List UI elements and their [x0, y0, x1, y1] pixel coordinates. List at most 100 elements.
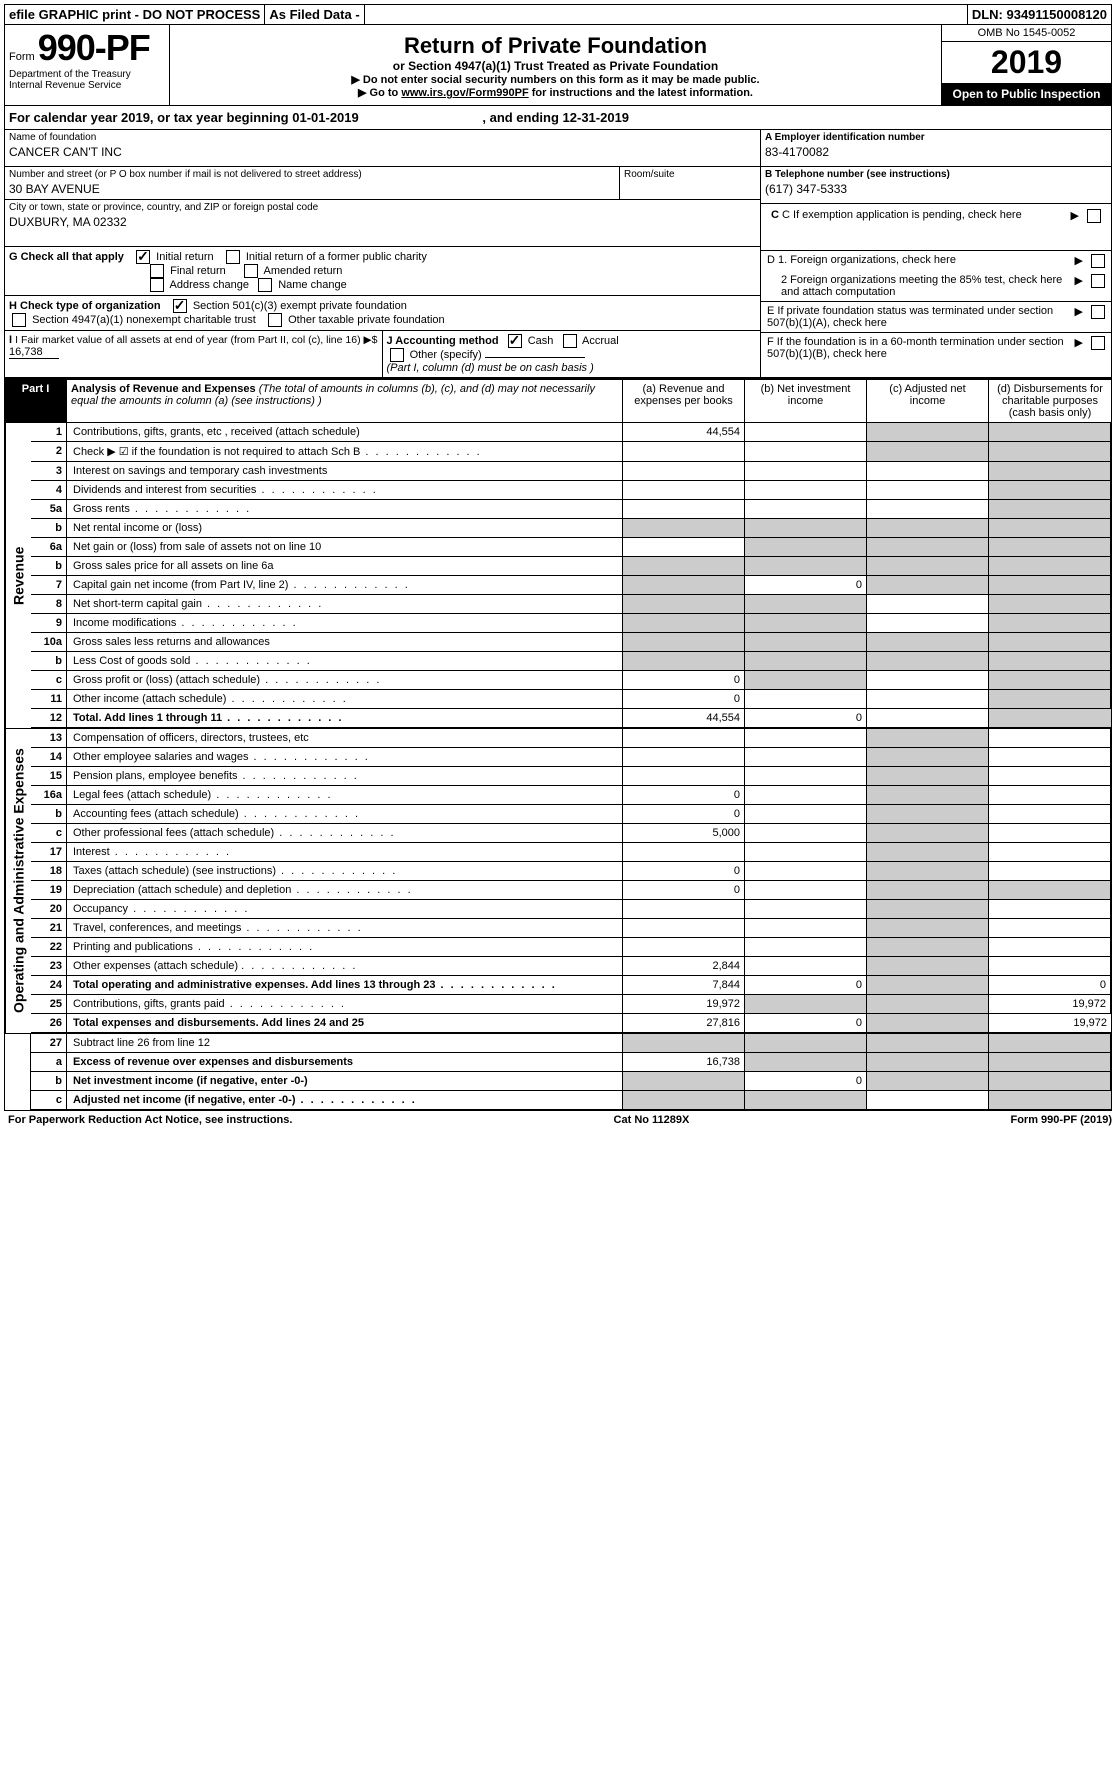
- revenue-grid: Revenue 1Contributions, gifts, grants, e…: [5, 423, 1111, 728]
- g-opt-1: Initial return of a former public charit…: [246, 251, 427, 263]
- amount-cell: 2,844: [623, 957, 745, 976]
- title-cell: Return of Private Foundation or Section …: [170, 25, 941, 105]
- amount-cell: [989, 519, 1111, 538]
- form-container: efile GRAPHIC print - DO NOT PROCESS As …: [4, 4, 1112, 1111]
- amount-cell: [745, 824, 867, 843]
- amount-cell: [867, 1053, 989, 1072]
- initial-return-checkbox[interactable]: [136, 250, 150, 264]
- amount-cell: [989, 1053, 1111, 1072]
- amount-cell: [745, 729, 867, 748]
- addr-label: Number and street (or P O box number if …: [9, 169, 615, 180]
- 501c3-checkbox[interactable]: [173, 299, 187, 313]
- name-row: Name of foundation CANCER CAN'T INC: [5, 130, 760, 167]
- d2-checkbox[interactable]: [1091, 274, 1105, 288]
- other-taxable-checkbox[interactable]: [268, 313, 282, 327]
- form-number: 990-PF: [38, 27, 150, 68]
- 4947-checkbox[interactable]: [12, 313, 26, 327]
- irs-link[interactable]: www.irs.gov/Form990PF: [401, 87, 528, 99]
- line-number: c: [31, 671, 67, 690]
- form-subtitle: or Section 4947(a)(1) Trust Treated as P…: [174, 59, 937, 73]
- amount-cell: [867, 709, 989, 728]
- amount-cell: 0: [745, 976, 867, 995]
- d1-row: D 1. Foreign organizations, check here ▶: [761, 251, 1111, 271]
- e-row: E If private foundation status was termi…: [761, 302, 1111, 333]
- instr-2: ▶ Go to www.irs.gov/Form990PF for instru…: [174, 86, 937, 99]
- e-checkbox[interactable]: [1091, 305, 1105, 319]
- final-return-checkbox[interactable]: [150, 264, 164, 278]
- line-number: 4: [31, 481, 67, 500]
- ij-row: I I Fair market value of all assets at e…: [5, 331, 760, 377]
- line-number: 24: [31, 976, 67, 995]
- amount-cell: 0: [623, 671, 745, 690]
- amount-cell: [989, 919, 1111, 938]
- amount-cell: [623, 938, 745, 957]
- line-number: b: [31, 519, 67, 538]
- i-cell: I I Fair market value of all assets at e…: [5, 331, 383, 377]
- footer-right: Form 990-PF (2019): [1010, 1114, 1112, 1126]
- j-label: J Accounting method: [387, 335, 499, 347]
- city-row: City or town, state or province, country…: [5, 200, 760, 247]
- cash-checkbox[interactable]: [508, 334, 522, 348]
- amount-cell: [867, 1091, 989, 1110]
- amount-cell: [989, 1091, 1111, 1110]
- d1-checkbox[interactable]: [1091, 254, 1105, 268]
- amount-cell: [745, 805, 867, 824]
- calyear-mid: , and ending: [482, 110, 562, 125]
- line-description: Total. Add lines 1 through 11: [67, 709, 623, 728]
- amount-cell: [623, 519, 745, 538]
- line-description: Gross sales price for all assets on line…: [67, 557, 623, 576]
- d1-label: D 1. Foreign organizations, check here: [767, 254, 1071, 266]
- amended-return-checkbox[interactable]: [244, 264, 258, 278]
- amount-cell: [745, 786, 867, 805]
- expense-label: Operating and Administrative Expenses: [5, 729, 31, 1033]
- f-checkbox[interactable]: [1091, 336, 1105, 350]
- name-change-checkbox[interactable]: [258, 278, 272, 292]
- amount-cell: [867, 1034, 989, 1053]
- line-description: Gross sales less returns and allowances: [67, 633, 623, 652]
- foundation-name: CANCER CAN'T INC: [9, 143, 756, 159]
- info-grid: Name of foundation CANCER CAN'T INC Numb…: [5, 130, 1111, 378]
- amount-cell: 44,554: [623, 709, 745, 728]
- amount-cell: [745, 557, 867, 576]
- line-number: c: [31, 824, 67, 843]
- line-number: c: [31, 1091, 67, 1110]
- amount-cell: [989, 538, 1111, 557]
- other-method-checkbox[interactable]: [390, 348, 404, 362]
- g-opt-3: Amended return: [264, 265, 343, 277]
- amount-cell: [867, 995, 989, 1014]
- amount-cell: [623, 614, 745, 633]
- amount-cell: [623, 557, 745, 576]
- amount-cell: 0: [623, 862, 745, 881]
- line-number: 8: [31, 595, 67, 614]
- amount-cell: [623, 652, 745, 671]
- c-checkbox[interactable]: [1087, 209, 1101, 223]
- amount-cell: [745, 995, 867, 1014]
- c-row: C C If exemption application is pending,…: [761, 204, 1111, 251]
- h-opt-2: Other taxable private foundation: [288, 314, 445, 326]
- footer-left: For Paperwork Reduction Act Notice, see …: [8, 1114, 292, 1126]
- line-number: 14: [31, 748, 67, 767]
- instr-1: ▶ Do not enter social security numbers o…: [174, 73, 937, 86]
- line-description: Travel, conferences, and meetings: [67, 919, 623, 938]
- h-label: H Check type of organization: [9, 300, 161, 312]
- address-change-checkbox[interactable]: [150, 278, 164, 292]
- accrual-checkbox[interactable]: [563, 334, 577, 348]
- amount-cell: [989, 729, 1111, 748]
- amount-cell: [745, 862, 867, 881]
- line-number: a: [31, 1053, 67, 1072]
- amount-cell: [623, 633, 745, 652]
- calyear-end: 12-31-2019: [563, 110, 630, 125]
- room-label: Room/suite: [624, 169, 756, 180]
- amount-cell: [989, 843, 1111, 862]
- part1-badge: Part I: [5, 380, 67, 422]
- amount-cell: [867, 652, 989, 671]
- initial-former-checkbox[interactable]: [226, 250, 240, 264]
- expense-grid: Operating and Administrative Expenses 13…: [5, 728, 1111, 1033]
- line-number: 19: [31, 881, 67, 900]
- part1-header: Part I Analysis of Revenue and Expenses …: [5, 378, 1111, 423]
- line-description: Gross profit or (loss) (attach schedule): [67, 671, 623, 690]
- amount-cell: [745, 671, 867, 690]
- amount-cell: [867, 481, 989, 500]
- line-number: 27: [31, 1034, 67, 1053]
- amount-cell: [989, 500, 1111, 519]
